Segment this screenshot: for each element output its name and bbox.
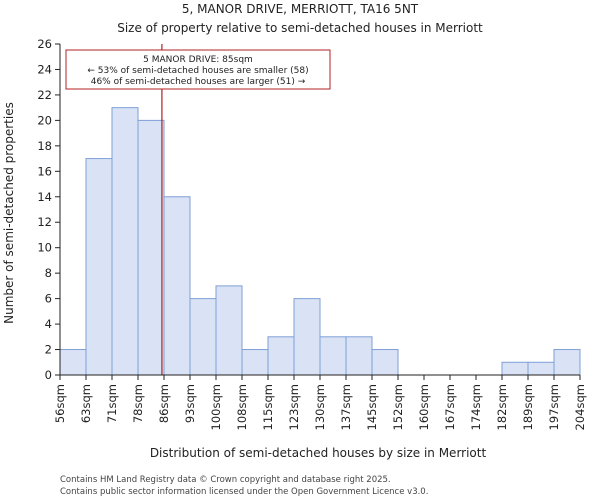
y-tick-label: 12 [37,215,52,229]
bar-197sqm [553,349,581,376]
x-tick-label: 115sqm [261,384,275,430]
annotation-box: 5 MANOR DRIVE: 85sqm ← 53% of semi-detac… [65,49,331,90]
annotation-line-1: 5 MANOR DRIVE: 85sqm [143,55,253,65]
x-tick-label: 189sqm [521,384,535,430]
y-tick-label: 16 [37,164,52,178]
x-axis-label: Distribution of semi-detached houses by … [150,446,487,460]
bar-63sqm [85,158,113,376]
y-tick-label: 18 [37,139,52,153]
bar-86sqm [163,196,191,376]
y-axis-label: Number of semi-detached properties [2,102,16,324]
bar-182sqm [501,361,529,376]
x-tick-label: 152sqm [391,384,405,430]
bar-115sqm [267,336,295,376]
y-tick-label: 20 [37,113,52,127]
x-tick-label: 100sqm [209,384,223,430]
bars-group [59,107,581,376]
x-tick-label: 160sqm [417,384,431,430]
bar-145sqm [371,349,399,376]
x-tick-label: 167sqm [443,384,457,430]
x-tick-label: 108sqm [235,384,249,430]
bar-108sqm [241,349,269,376]
annotation-border [65,49,331,90]
y-tick-label: 4 [45,317,52,331]
bar-71sqm [111,107,139,376]
x-tick-label: 174sqm [469,384,483,430]
bar-100sqm [215,285,243,376]
y-tick-label: 2 [45,343,52,357]
footer-line-1: Contains HM Land Registry data © Crown c… [60,475,391,485]
y-tick-label: 8 [45,266,52,280]
x-tick-label: 71sqm [105,384,119,423]
x-tick-label: 93sqm [183,384,197,423]
x-tick-label: 63sqm [79,384,93,423]
x-tick-label: 78sqm [131,384,145,423]
y-tick-label: 22 [37,88,52,102]
y-tick-label: 26 [37,37,52,51]
x-tick-label: 182sqm [495,384,509,430]
y-tick-label: 14 [37,190,52,204]
bar-189sqm [527,361,555,376]
bar-78sqm [137,119,165,376]
x-tick-label: 123sqm [287,384,301,430]
x-tick-label: 145sqm [365,384,379,430]
y-tick-label: 6 [45,292,52,306]
annotation-line-3: 46% of semi-detached houses are larger (… [91,77,306,87]
bar-123sqm [293,298,321,376]
x-tick-label: 86sqm [157,384,171,423]
bar-130sqm [319,336,347,376]
annotation-line-2: ← 53% of semi-detached houses are smalle… [87,66,308,76]
y-tick-label: 10 [37,241,52,255]
bar-137sqm [345,336,373,376]
chart-title: 5, MANOR DRIVE, MERRIOTT, TA16 5NT [182,2,419,16]
footer-line-2: Contains public sector information licen… [60,487,428,497]
y-tick-label: 24 [37,62,52,76]
chart-subtitle: Size of property relative to semi-detach… [117,21,483,35]
bar-93sqm [189,298,217,376]
x-tick-label: 204sqm [573,384,587,430]
bar-56sqm [59,349,87,376]
x-tick-label: 137sqm [339,384,353,430]
x-axis-ticks: 56sqm 63sqm 71sqm 78sqm 86sqm 93sqm 100sqm 108s… [53,375,587,430]
x-tick-label: 197sqm [547,384,561,430]
y-tick-label: 0 [45,368,52,382]
x-tick-label: 130sqm [313,384,327,430]
x-tick-label: 56sqm [53,384,67,423]
